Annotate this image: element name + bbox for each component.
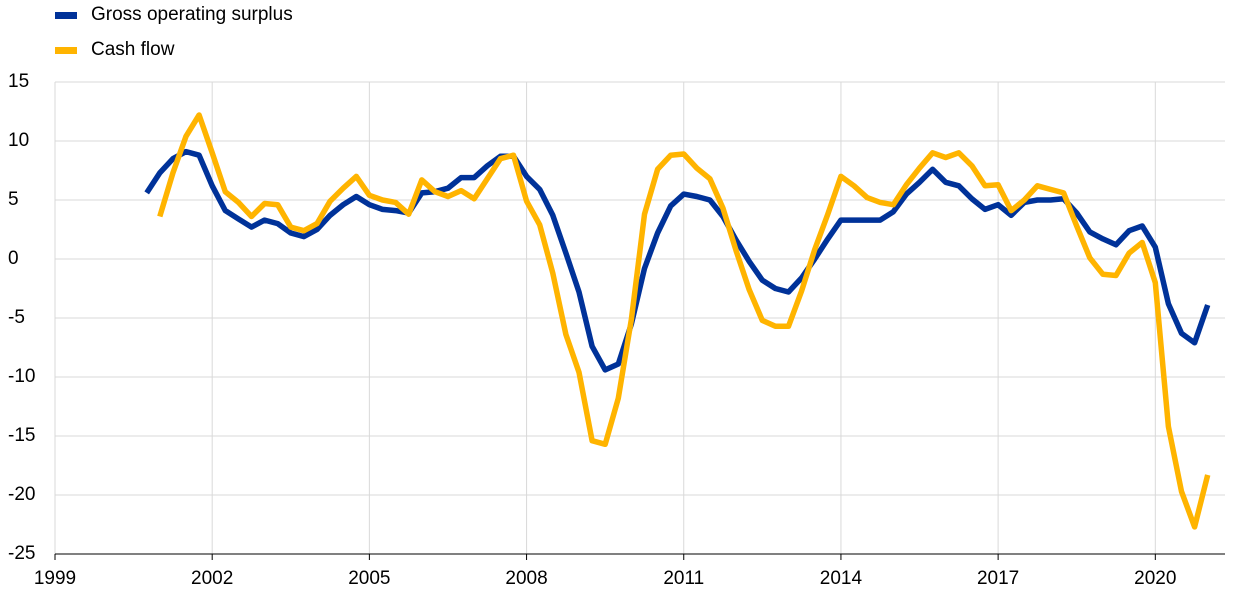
x-tick-label: 2005: [348, 568, 390, 589]
x-tick-label: 2017: [977, 568, 1019, 589]
y-tick-label: 10: [8, 130, 29, 151]
legend-swatch: [55, 47, 77, 54]
y-tick-label: -25: [8, 543, 35, 564]
y-tick-label: -15: [8, 425, 35, 446]
y-tick-label: -5: [8, 307, 25, 328]
legend-label: Gross operating surplus: [91, 4, 293, 25]
x-tick-label: 1999: [34, 568, 76, 589]
x-tick-label: 2002: [191, 568, 233, 589]
y-tick-label: 15: [8, 71, 29, 92]
legend-label: Cash flow: [91, 39, 175, 60]
y-tick-label: 0: [8, 248, 19, 269]
x-tick-label: 2008: [505, 568, 547, 589]
series-line: [157, 112, 1211, 530]
y-tick-label: 5: [8, 189, 19, 210]
series-line: [144, 148, 1211, 373]
x-tick-label: 2011: [663, 568, 704, 589]
y-tick-label: -20: [8, 484, 35, 505]
x-tick-label: 2020: [1134, 568, 1176, 589]
y-tick-label: -10: [8, 366, 35, 387]
x-tick-label: 2014: [820, 568, 863, 589]
legend-swatch: [55, 12, 77, 19]
